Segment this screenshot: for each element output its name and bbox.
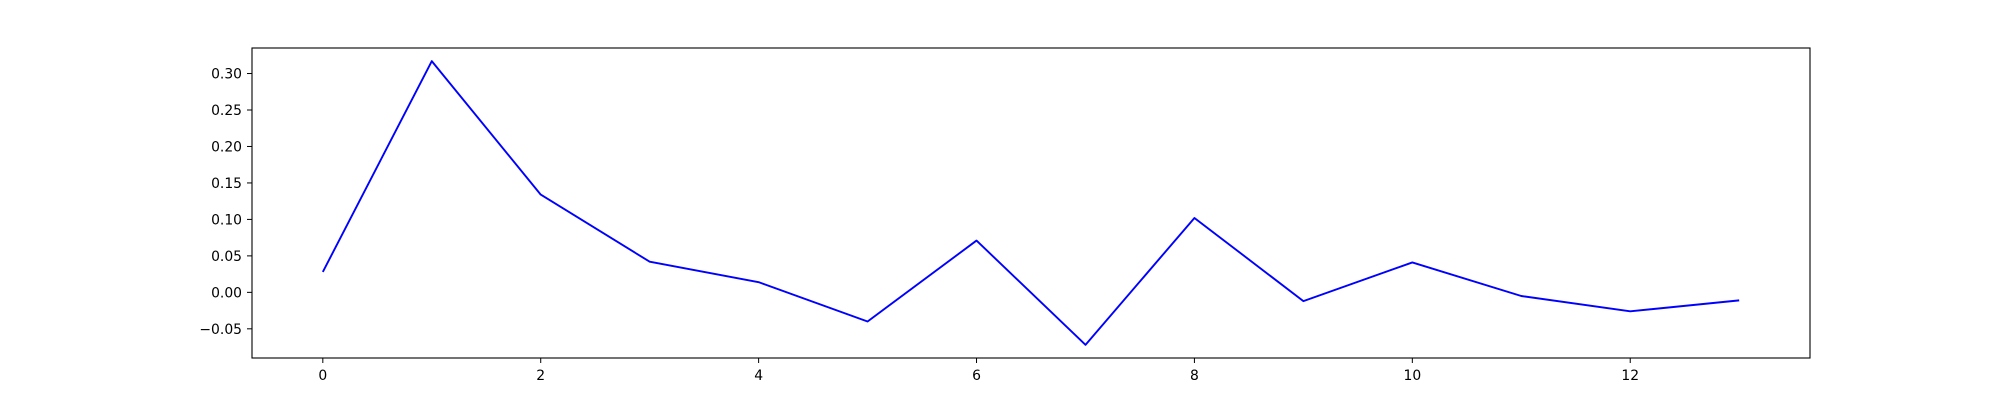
series-layer (321, 60, 1740, 346)
y-tick-label: 0.30 (211, 67, 242, 83)
y-tick-label: 0.00 (211, 285, 242, 301)
y-tick-label: 0.15 (211, 176, 242, 192)
y-tick-label: 0.25 (211, 103, 242, 119)
y-axis: −0.05 0.00 0.05 0.10 0.15 0.20 0.25 0.30 (199, 67, 252, 338)
plot-area (252, 48, 1810, 358)
y-tick-label: 0.10 (211, 212, 242, 228)
x-tick-label: 12 (1621, 368, 1639, 384)
x-axis: 0 2 4 6 8 10 12 (318, 358, 1639, 384)
y-tick-label: 0.20 (211, 139, 242, 155)
series-line-0 (321, 60, 1740, 346)
x-tick-label: 6 (972, 368, 981, 384)
y-tick-label: −0.05 (199, 322, 242, 338)
y-tick-label: 0.05 (211, 249, 242, 265)
x-tick-label: 10 (1403, 368, 1421, 384)
x-tick-label: 8 (1190, 368, 1199, 384)
plot-frame (251, 47, 1811, 359)
x-tick-label: 2 (536, 368, 545, 384)
x-tick-label: 4 (754, 368, 763, 384)
x-tick-label: 0 (318, 368, 327, 384)
